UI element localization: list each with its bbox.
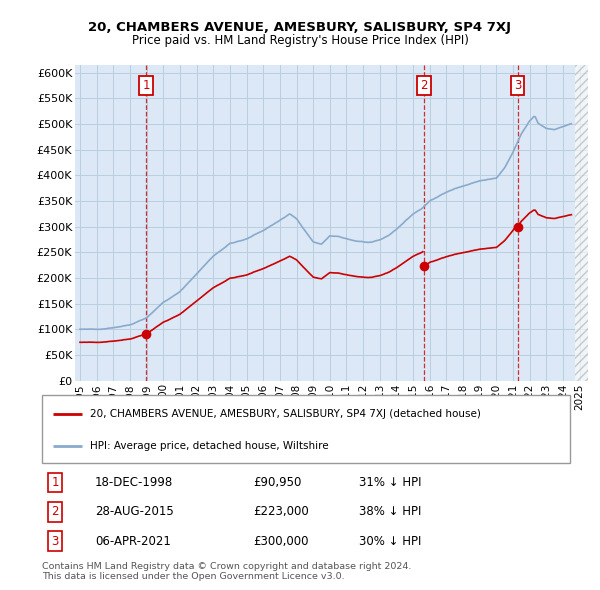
Text: 1: 1	[142, 79, 150, 92]
Text: 38% ↓ HPI: 38% ↓ HPI	[359, 505, 421, 519]
Text: 2: 2	[420, 79, 428, 92]
Text: £90,950: £90,950	[253, 476, 302, 489]
Text: 28-AUG-2015: 28-AUG-2015	[95, 505, 173, 519]
FancyBboxPatch shape	[42, 395, 570, 463]
Text: 3: 3	[52, 535, 59, 548]
Text: 18-DEC-1998: 18-DEC-1998	[95, 476, 173, 489]
Text: £300,000: £300,000	[253, 535, 309, 548]
Text: 31% ↓ HPI: 31% ↓ HPI	[359, 476, 421, 489]
Text: £223,000: £223,000	[253, 505, 309, 519]
Text: 30% ↓ HPI: 30% ↓ HPI	[359, 535, 421, 548]
Text: 06-APR-2021: 06-APR-2021	[95, 535, 170, 548]
Text: 20, CHAMBERS AVENUE, AMESBURY, SALISBURY, SP4 7XJ (detached house): 20, CHAMBERS AVENUE, AMESBURY, SALISBURY…	[89, 409, 481, 419]
Text: 1: 1	[52, 476, 59, 489]
Text: 3: 3	[514, 79, 521, 92]
Text: HPI: Average price, detached house, Wiltshire: HPI: Average price, detached house, Wilt…	[89, 441, 328, 451]
Text: 20, CHAMBERS AVENUE, AMESBURY, SALISBURY, SP4 7XJ: 20, CHAMBERS AVENUE, AMESBURY, SALISBURY…	[89, 21, 511, 34]
Text: 2: 2	[52, 505, 59, 519]
Text: Contains HM Land Registry data © Crown copyright and database right 2024.
This d: Contains HM Land Registry data © Crown c…	[42, 562, 412, 581]
Text: Price paid vs. HM Land Registry's House Price Index (HPI): Price paid vs. HM Land Registry's House …	[131, 34, 469, 47]
